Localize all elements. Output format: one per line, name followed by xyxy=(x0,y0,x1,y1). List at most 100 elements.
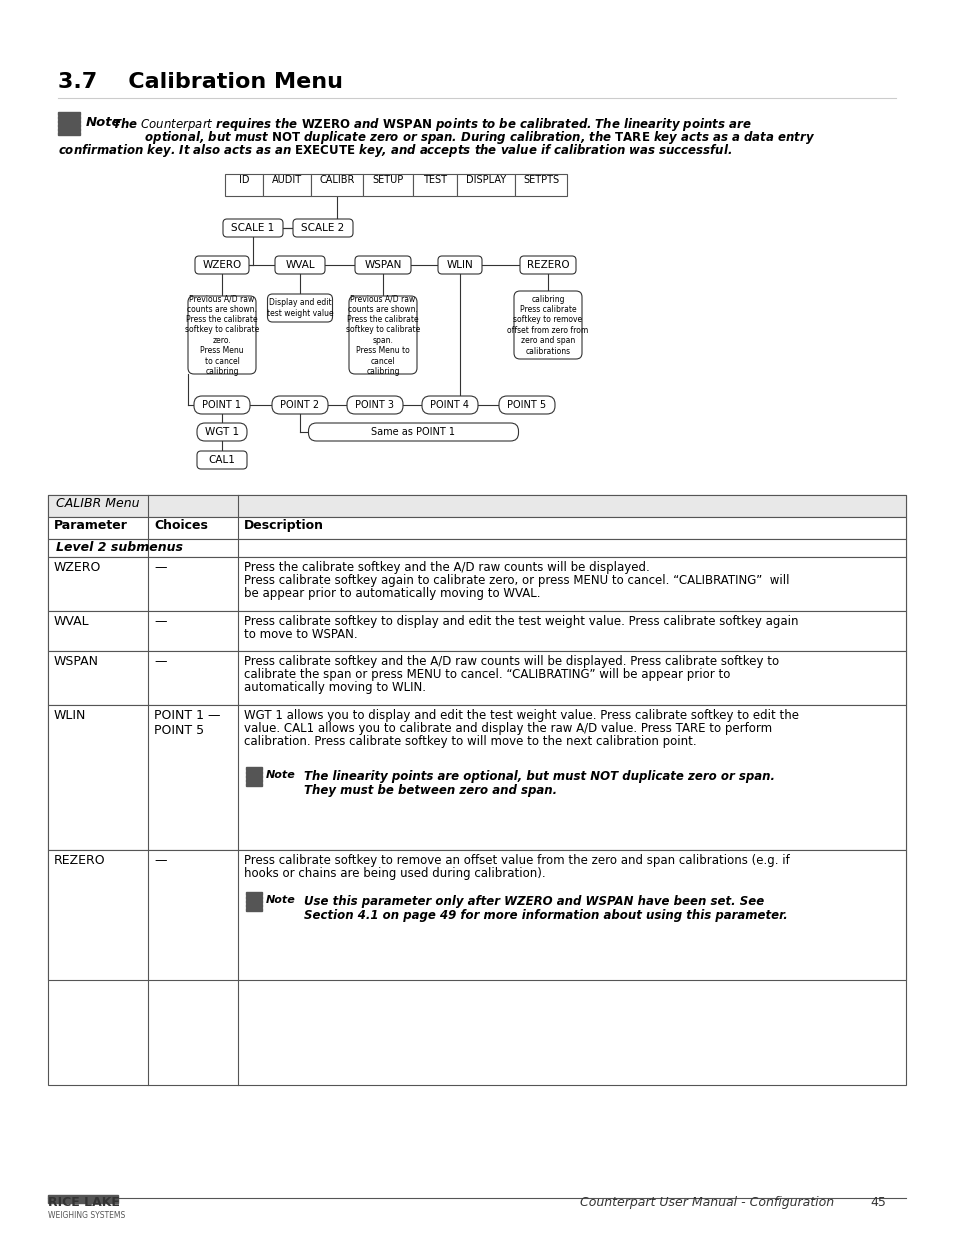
Text: Press calibrate softkey again to calibrate zero, or press MENU to cancel. “CALIB: Press calibrate softkey again to calibra… xyxy=(244,574,789,587)
Bar xyxy=(48,495,905,517)
Bar xyxy=(48,517,905,538)
Text: —: — xyxy=(153,853,167,867)
Text: SETPTS: SETPTS xyxy=(522,175,558,185)
Text: SCALE 2: SCALE 2 xyxy=(301,224,344,233)
Bar xyxy=(246,904,262,906)
Text: WEIGHING SYSTEMS: WEIGHING SYSTEMS xyxy=(48,1212,125,1220)
FancyBboxPatch shape xyxy=(293,219,353,237)
Bar xyxy=(48,495,905,1086)
Text: Display and edit
test weight value: Display and edit test weight value xyxy=(267,299,333,317)
Text: Previous A/D raw
counts are shown.
Press the calibrate
softkey to calibrate
span: Previous A/D raw counts are shown. Press… xyxy=(346,294,419,375)
Text: WZERO: WZERO xyxy=(54,561,101,574)
Bar xyxy=(58,128,80,131)
Text: CAL1: CAL1 xyxy=(209,454,235,466)
Text: ID: ID xyxy=(238,175,249,185)
Bar xyxy=(456,174,515,196)
Bar xyxy=(311,174,363,196)
FancyBboxPatch shape xyxy=(519,256,576,274)
FancyBboxPatch shape xyxy=(347,396,402,414)
Bar xyxy=(413,174,456,196)
Text: to move to WSPAN.: to move to WSPAN. xyxy=(244,629,357,641)
Text: 45: 45 xyxy=(869,1195,885,1209)
Text: —: — xyxy=(153,561,167,574)
Text: optional, but must $\bf{NOT}$ duplicate zero or span. During calibration, the $\: optional, but must $\bf{NOT}$ duplicate … xyxy=(112,128,814,146)
Text: SETUP: SETUP xyxy=(372,175,403,185)
Text: be appear prior to automatically moving to WVAL.: be appear prior to automatically moving … xyxy=(244,587,540,600)
Text: hooks or chains are being used during calibration).: hooks or chains are being used during ca… xyxy=(244,867,545,881)
Text: POINT 1 —
POINT 5: POINT 1 — POINT 5 xyxy=(153,709,220,737)
FancyBboxPatch shape xyxy=(223,219,283,237)
Bar xyxy=(58,132,80,135)
FancyBboxPatch shape xyxy=(274,256,325,274)
Bar xyxy=(246,771,262,774)
Text: The $\it{Counterpart}$ requires the $\bf{WZERO}$ and $\bf{WSPAN}$ points to be c: The $\it{Counterpart}$ requires the $\bf… xyxy=(112,116,751,133)
Bar xyxy=(246,900,262,903)
Bar xyxy=(58,112,80,115)
Text: RICE LAKE: RICE LAKE xyxy=(48,1195,120,1209)
Bar xyxy=(225,174,263,196)
Bar xyxy=(246,908,262,911)
FancyBboxPatch shape xyxy=(514,291,581,359)
Bar xyxy=(515,174,566,196)
Text: WLIN: WLIN xyxy=(54,709,87,722)
Text: —: — xyxy=(153,655,167,668)
Text: Parameter: Parameter xyxy=(54,519,128,532)
Text: They must be between zero and span.: They must be between zero and span. xyxy=(304,784,557,797)
Text: WSPAN: WSPAN xyxy=(364,261,401,270)
Text: Previous A/D raw
counts are shown.
Press the calibrate
softkey to calibrate
zero: Previous A/D raw counts are shown. Press… xyxy=(185,294,259,375)
FancyBboxPatch shape xyxy=(308,424,518,441)
Text: —: — xyxy=(153,615,167,629)
Text: Description: Description xyxy=(244,519,324,532)
Text: AUDIT: AUDIT xyxy=(272,175,302,185)
Bar xyxy=(48,651,905,705)
Text: Level 2 submenus: Level 2 submenus xyxy=(56,541,183,555)
FancyBboxPatch shape xyxy=(498,396,555,414)
Bar xyxy=(246,892,262,895)
Text: 3.7    Calibration Menu: 3.7 Calibration Menu xyxy=(58,72,343,91)
Text: REZERO: REZERO xyxy=(526,261,569,270)
Text: DISPLAY: DISPLAY xyxy=(465,175,505,185)
Bar xyxy=(48,1195,118,1203)
Text: Press the calibrate softkey and the A/D raw counts will be displayed.: Press the calibrate softkey and the A/D … xyxy=(244,561,649,574)
Text: confirmation key. It also acts as an $\bf{EXECUTE}$ key, and accepts the value i: confirmation key. It also acts as an $\b… xyxy=(58,142,732,159)
FancyBboxPatch shape xyxy=(349,296,416,374)
FancyBboxPatch shape xyxy=(193,396,250,414)
Bar xyxy=(58,124,80,127)
Bar xyxy=(48,611,905,651)
Text: WGT 1: WGT 1 xyxy=(205,427,239,437)
Text: Section 4.1 on page 49 for more information about using this parameter.: Section 4.1 on page 49 for more informat… xyxy=(304,909,787,923)
Bar xyxy=(58,116,80,119)
Text: Press calibrate softkey to remove an offset value from the zero and span calibra: Press calibrate softkey to remove an off… xyxy=(244,853,789,867)
Bar xyxy=(246,779,262,782)
Text: calibring
Press calibrate
softkey to remove
offset from zero from
zero and span
: calibring Press calibrate softkey to rem… xyxy=(507,294,588,356)
Text: POINT 3: POINT 3 xyxy=(355,400,395,410)
FancyBboxPatch shape xyxy=(272,396,328,414)
Bar xyxy=(246,776,262,778)
Text: POINT 2: POINT 2 xyxy=(280,400,319,410)
FancyBboxPatch shape xyxy=(196,451,247,469)
Text: calibrate the span or press MENU to cancel. “CALIBRATING” will be appear prior t: calibrate the span or press MENU to canc… xyxy=(244,668,730,680)
Text: Choices: Choices xyxy=(153,519,208,532)
Bar xyxy=(246,783,262,785)
Text: Same as POINT 1: Same as POINT 1 xyxy=(371,427,455,437)
Text: CALIBR: CALIBR xyxy=(319,175,355,185)
Bar xyxy=(48,538,905,557)
Bar xyxy=(246,897,262,899)
Text: Use this parameter only after WZERO and WSPAN have been set. See: Use this parameter only after WZERO and … xyxy=(304,895,763,908)
Text: Note: Note xyxy=(266,895,295,905)
Text: POINT 4: POINT 4 xyxy=(430,400,469,410)
FancyBboxPatch shape xyxy=(194,256,249,274)
Text: POINT 5: POINT 5 xyxy=(507,400,546,410)
Bar xyxy=(58,120,80,124)
Text: Counterpart User Manual - Configuration: Counterpart User Manual - Configuration xyxy=(579,1195,833,1209)
Text: automatically moving to WLIN.: automatically moving to WLIN. xyxy=(244,680,426,694)
Text: value. CAL1 allows you to calibrate and display the raw A/D value. Press TARE to: value. CAL1 allows you to calibrate and … xyxy=(244,722,771,735)
Text: WLIN: WLIN xyxy=(446,261,473,270)
Text: Note: Note xyxy=(266,769,295,781)
Text: CALIBR Menu: CALIBR Menu xyxy=(56,496,139,510)
Text: Press calibrate softkey and the A/D raw counts will be displayed. Press calibrat: Press calibrate softkey and the A/D raw … xyxy=(244,655,779,668)
Text: WVAL: WVAL xyxy=(54,615,90,629)
Text: The linearity points are optional, but must NOT duplicate zero or span.: The linearity points are optional, but m… xyxy=(304,769,774,783)
Text: WZERO: WZERO xyxy=(202,261,241,270)
FancyBboxPatch shape xyxy=(267,294,333,322)
